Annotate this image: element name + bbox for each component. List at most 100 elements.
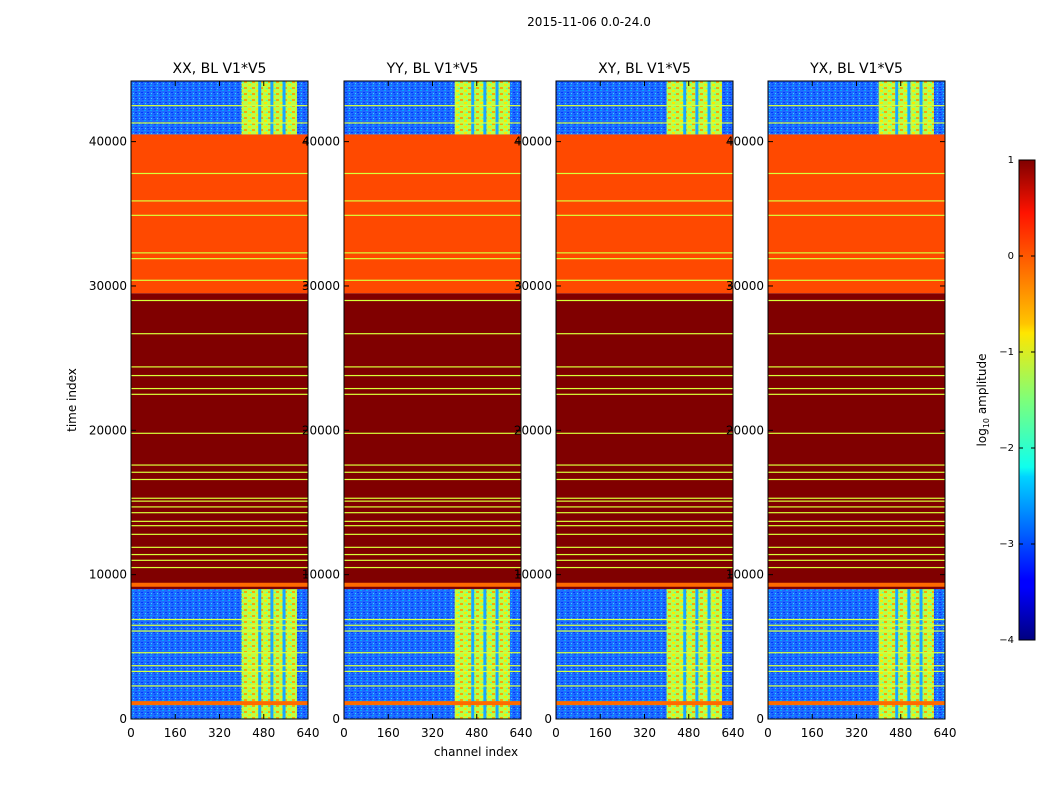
heatmap-time-line bbox=[344, 546, 521, 548]
x-tick-label: 320 bbox=[633, 726, 656, 740]
heatmap-time-line bbox=[344, 258, 521, 260]
heatmap-time-line bbox=[131, 512, 308, 514]
heatmap-time-line bbox=[556, 546, 733, 548]
y-tick-label: 20000 bbox=[302, 423, 340, 437]
heatmap-time-line bbox=[344, 652, 521, 654]
x-tick-label: 640 bbox=[722, 726, 745, 740]
heatmap-time-line bbox=[131, 299, 308, 302]
x-tick-label: 640 bbox=[510, 726, 533, 740]
heatmap-time-line bbox=[131, 122, 308, 124]
heatmap-time-line bbox=[768, 624, 945, 626]
heatmap-time-line bbox=[344, 566, 521, 569]
x-axis-label: channel index bbox=[434, 745, 518, 759]
heatmap-time-line bbox=[556, 582, 733, 587]
heatmap-time-line bbox=[556, 624, 733, 626]
heatmap-rfi-band bbox=[454, 589, 510, 719]
heatmap-region-flat bbox=[344, 293, 521, 590]
heatmap-band-stripe bbox=[907, 81, 911, 135]
heatmap-rfi-band bbox=[241, 589, 297, 719]
heatmap-time-line bbox=[344, 299, 521, 302]
heatmap-time-line bbox=[131, 252, 308, 254]
heatmap-time-line bbox=[556, 432, 733, 434]
panel-yy: YY, BL V1*V5 0 160 320 480 640 0 10000 20000 3000… bbox=[302, 61, 533, 740]
heatmap-time-line bbox=[344, 618, 521, 621]
heatmap-rfi-band bbox=[878, 589, 934, 719]
heatmap-band-stripe bbox=[282, 589, 286, 719]
heatmap-time-line bbox=[131, 105, 308, 107]
heatmap-time-line bbox=[556, 520, 733, 522]
heatmap-time-line bbox=[131, 652, 308, 654]
heatmap-time-line bbox=[556, 464, 733, 466]
heatmap-time-line bbox=[344, 582, 521, 587]
heatmap-time-line bbox=[556, 497, 733, 499]
heatmap-region-flat bbox=[131, 293, 308, 590]
heatmap-time-line bbox=[131, 630, 308, 632]
heatmap-band-stripe bbox=[695, 81, 699, 135]
y-tick-label: 40000 bbox=[89, 135, 127, 149]
y-tick-label: 30000 bbox=[302, 279, 340, 293]
heatmap-time-line bbox=[556, 200, 733, 202]
y-tick-label: 0 bbox=[332, 712, 340, 726]
heatmap-time-line bbox=[768, 299, 945, 302]
heatmap-time-line bbox=[556, 701, 733, 706]
heatmap-time-line bbox=[556, 387, 733, 390]
heatmap-time-line bbox=[768, 122, 945, 124]
y-tick-label: 10000 bbox=[89, 568, 127, 582]
heatmap-time-line bbox=[131, 279, 308, 281]
heatmap-time-line bbox=[556, 665, 733, 667]
heatmap-time-line bbox=[556, 553, 733, 556]
heatmap-time-line bbox=[768, 374, 945, 377]
heatmap-time-line bbox=[768, 582, 945, 587]
heatmap-time-line bbox=[768, 464, 945, 466]
y-tick-label: 20000 bbox=[726, 423, 764, 437]
heatmap-time-line bbox=[768, 546, 945, 548]
heatmap-time-line bbox=[556, 506, 733, 508]
heatmap-time-line bbox=[344, 497, 521, 499]
heatmap-band-stripe bbox=[683, 589, 687, 719]
heatmap-time-line bbox=[556, 471, 733, 473]
heatmap-time-line bbox=[344, 122, 521, 124]
heatmap-time-line bbox=[556, 478, 733, 481]
panel-title: YX, BL V1*V5 bbox=[809, 61, 903, 77]
figure-suptitle: 2015-11-06 0.0-24.0 bbox=[527, 15, 651, 29]
x-tick-label: 480 bbox=[465, 726, 488, 740]
heatmap-time-line bbox=[131, 506, 308, 508]
heatmap-band-stripe bbox=[270, 589, 274, 719]
heatmap-band-stripe bbox=[471, 589, 475, 719]
heatmap-time-line bbox=[556, 566, 733, 569]
x-tick-label: 0 bbox=[127, 726, 135, 740]
heatmap-time-line bbox=[344, 471, 521, 473]
heatmap-time-line bbox=[556, 258, 733, 260]
heatmap-time-line bbox=[131, 525, 308, 527]
panel-title: XX, BL V1*V5 bbox=[173, 61, 267, 77]
colorbar-tick-label: −3 bbox=[999, 539, 1014, 550]
heatmap-time-line bbox=[556, 105, 733, 107]
heatmap-time-line bbox=[131, 214, 308, 216]
heatmap-time-line bbox=[344, 279, 521, 281]
heatmap-time-line bbox=[344, 624, 521, 626]
heatmap-time-line bbox=[344, 533, 521, 535]
colorbar-tick-label: −4 bbox=[999, 635, 1014, 646]
heatmap-time-line bbox=[344, 630, 521, 632]
heatmap-time-line bbox=[344, 387, 521, 390]
heatmap-region-flat bbox=[131, 134, 308, 294]
heatmap-band-stripe bbox=[471, 81, 475, 135]
heatmap-time-line bbox=[344, 374, 521, 377]
heatmap-band-stripe bbox=[707, 81, 711, 135]
heatmap-rfi-band bbox=[666, 81, 722, 135]
heatmap-time-line bbox=[768, 214, 945, 216]
heatmap-time-line bbox=[131, 618, 308, 621]
heatmap-time-line bbox=[768, 497, 945, 499]
heatmap-time-line bbox=[131, 685, 308, 687]
heatmap-time-line bbox=[131, 520, 308, 522]
panel-xy: XY, BL V1*V5 0 160 320 480 640 0 10000 20000 3000… bbox=[514, 61, 745, 740]
x-tick-label: 160 bbox=[589, 726, 612, 740]
heatmap-rfi-band bbox=[241, 81, 297, 135]
panel-title: XY, BL V1*V5 bbox=[598, 61, 691, 77]
heatmap-time-line bbox=[344, 553, 521, 556]
colorbar-tick-label: 0 bbox=[1008, 251, 1014, 262]
heatmap-rfi-band bbox=[454, 81, 510, 135]
heatmap-band-stripe bbox=[270, 81, 274, 135]
heatmap-time-line bbox=[344, 333, 521, 335]
heatmap-region-flat bbox=[556, 134, 733, 294]
